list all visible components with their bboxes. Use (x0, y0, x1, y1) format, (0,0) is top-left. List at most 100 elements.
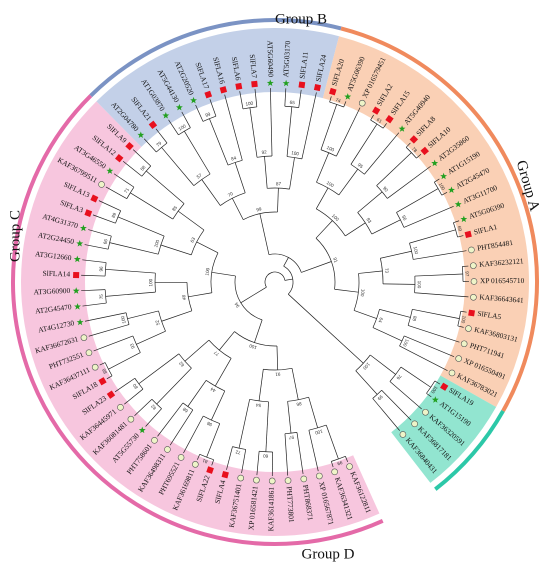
branch (239, 91, 244, 109)
branch (138, 353, 180, 385)
bootstrap-value: 61 (376, 117, 383, 124)
bootstrap-value: 100 (248, 343, 257, 350)
branch (329, 96, 332, 103)
bootstrap-value: 100 (314, 429, 323, 436)
branch-arc (433, 181, 443, 196)
branch (169, 409, 194, 446)
branch (287, 401, 292, 434)
circle-marker (358, 99, 366, 107)
branch-arc (125, 312, 130, 325)
branch (371, 219, 401, 235)
branch (122, 161, 143, 177)
square-marker (464, 230, 472, 239)
branch (155, 128, 168, 144)
branch (264, 156, 268, 189)
circle-marker (127, 415, 135, 423)
branch (288, 293, 364, 364)
branch-arc (284, 432, 298, 435)
bootstrap-value: 89 (111, 212, 118, 219)
bootstrap-value: 60 (263, 453, 269, 458)
branch (124, 388, 144, 405)
leaf-label: SlFLA5 (477, 309, 502, 322)
branch (325, 424, 339, 460)
bootstrap-value: 79 (155, 140, 162, 147)
branch (108, 352, 141, 370)
bootstrap-value: 78 (411, 146, 418, 153)
bootstrap-value: 62 (178, 360, 185, 367)
square-marker (73, 271, 80, 279)
square-marker (125, 141, 134, 151)
branch (209, 118, 229, 166)
branch (409, 229, 456, 244)
branch (161, 147, 195, 186)
bootstrap-value: 74 (335, 97, 342, 104)
branch-arc (316, 208, 346, 237)
branch (187, 380, 207, 407)
circle-marker (177, 454, 185, 461)
square-marker (106, 390, 116, 399)
branch (168, 119, 179, 136)
branch (301, 261, 332, 273)
group-arc-b (340, 26, 539, 412)
bootstrap-value: 86 (296, 401, 302, 407)
bootstrap-value: 100 (362, 362, 371, 371)
branch (130, 192, 174, 220)
branch (231, 198, 244, 220)
branch-arc (355, 354, 371, 372)
branch (460, 310, 467, 313)
star-marker (72, 287, 80, 294)
branch (387, 165, 431, 199)
circle-marker (399, 431, 407, 438)
branch (434, 178, 440, 183)
group-arc-c (89, 18, 342, 98)
branch (197, 454, 201, 460)
bootstrap-value: 82 (150, 403, 157, 410)
branch (315, 220, 333, 239)
branch (372, 327, 403, 342)
bootstrap-value: 56 (401, 214, 408, 221)
circle-marker (331, 468, 338, 476)
circle-marker (448, 369, 456, 377)
branch (357, 191, 383, 213)
branch (426, 393, 432, 398)
branch-arc (132, 335, 141, 353)
branch-arc (316, 181, 340, 196)
bootstrap-value: 83 (365, 217, 372, 224)
branch (81, 289, 106, 292)
branch (416, 153, 422, 159)
branch (296, 432, 304, 475)
star-marker (74, 303, 81, 310)
branch (196, 241, 219, 254)
branch-arc (126, 186, 135, 199)
branch (258, 369, 264, 401)
bootstrap-value: 64 (377, 317, 384, 324)
branch (211, 271, 236, 277)
branch (400, 366, 431, 388)
branch (201, 179, 221, 206)
star-marker (79, 224, 87, 232)
branch (308, 430, 319, 472)
branch (270, 88, 273, 157)
bootstrap-value: 100 (204, 267, 210, 276)
bootstrap-value: 44 (209, 386, 216, 393)
branch (283, 257, 289, 267)
branch (405, 142, 411, 148)
branch-arc (372, 309, 380, 328)
branch (355, 370, 378, 395)
branch (136, 330, 166, 345)
branch (114, 377, 136, 393)
circle-marker (237, 474, 245, 482)
branch-arc (199, 453, 214, 461)
star-marker (266, 79, 274, 86)
branch (336, 107, 361, 157)
branch (358, 270, 383, 274)
circle-marker (470, 278, 478, 285)
branch (259, 213, 270, 255)
bootstrap-value: 96 (99, 266, 104, 272)
bootstrap-value: 99 (256, 206, 263, 212)
circle-marker (470, 293, 477, 301)
branch (276, 345, 279, 370)
star-marker (431, 159, 439, 167)
bootstrap-value: 84 (231, 155, 238, 162)
